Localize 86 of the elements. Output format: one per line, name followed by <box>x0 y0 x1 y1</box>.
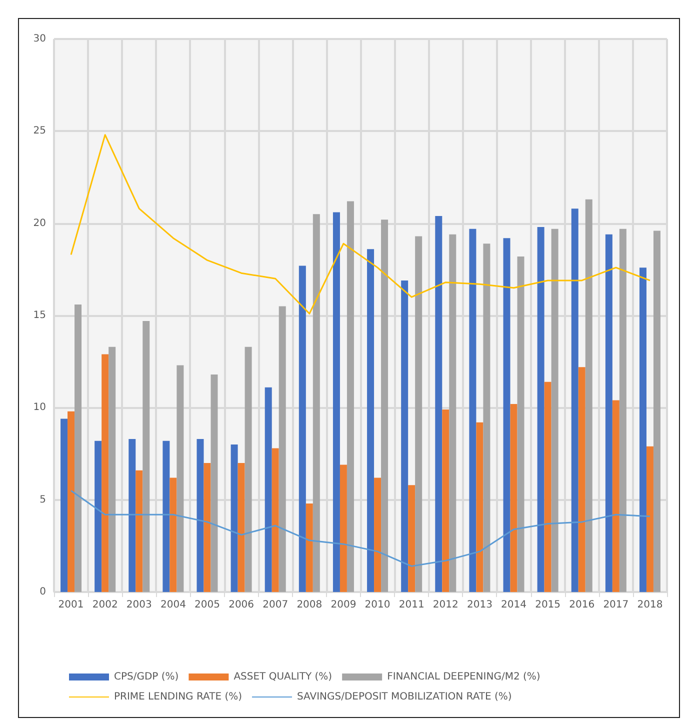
bar <box>136 470 143 592</box>
bar <box>469 228 476 592</box>
legend-label: PRIME LENDING RATE (%) <box>114 692 242 702</box>
x-tick-label: 2009 <box>330 600 356 610</box>
bar <box>102 354 109 592</box>
x-tick-label: 2011 <box>398 600 424 610</box>
x-tick-label: 2001 <box>58 600 84 610</box>
bar <box>264 387 272 592</box>
bar <box>544 382 552 592</box>
bar <box>449 234 456 592</box>
y-tick-label: 5 <box>40 494 46 506</box>
x-tick-label: 2002 <box>92 600 118 610</box>
bar <box>346 201 354 592</box>
bar <box>196 439 204 592</box>
bar <box>653 230 660 592</box>
bar <box>476 422 484 592</box>
bar <box>332 212 340 592</box>
bar <box>108 346 116 592</box>
bar <box>94 440 102 592</box>
bar <box>128 439 136 592</box>
bar <box>162 440 170 592</box>
bar <box>605 234 612 592</box>
bar <box>238 462 245 592</box>
bar <box>415 236 422 592</box>
bar <box>483 244 490 592</box>
y-tick-label: 15 <box>33 310 46 321</box>
x-tick-label: 2006 <box>228 600 254 610</box>
bar <box>298 266 306 592</box>
bar <box>272 448 279 592</box>
x-tick-label: 2014 <box>501 600 526 610</box>
x-tick-label: 2008 <box>296 600 322 610</box>
bar <box>442 410 450 592</box>
bar <box>510 404 518 592</box>
legend-label: SAVINGS/DEPOSIT MOBILIZATION RATE (%) <box>297 692 512 702</box>
x-tick-label: 2013 <box>466 600 492 610</box>
x-tick-label: 2012 <box>432 600 458 610</box>
bar <box>639 268 646 592</box>
legend-label: CPS/GDP (%) <box>114 672 179 682</box>
bar <box>170 478 177 592</box>
bar <box>68 411 75 592</box>
bar <box>381 220 388 592</box>
bar <box>619 228 626 592</box>
line-series <box>70 134 651 314</box>
bar <box>401 280 408 592</box>
legend-label: ASSET QUALITY (%) <box>234 672 332 682</box>
bar <box>408 485 416 592</box>
x-tick-label: 2005 <box>194 600 220 610</box>
bar <box>204 462 211 592</box>
bar <box>142 321 150 592</box>
bar <box>244 346 252 592</box>
bar <box>367 249 374 592</box>
y-tick-label: 25 <box>33 126 46 137</box>
x-tick-label: 2017 <box>603 600 629 610</box>
bar <box>578 367 586 592</box>
bar <box>571 208 578 592</box>
bar <box>517 256 524 592</box>
bar <box>176 365 184 592</box>
bar <box>60 418 68 592</box>
bar <box>646 446 654 592</box>
line-series <box>70 490 651 567</box>
y-tick-label: 10 <box>33 402 46 414</box>
bar <box>74 304 82 592</box>
bar <box>585 199 592 592</box>
bar <box>551 228 558 592</box>
bar <box>306 504 313 592</box>
y-tick-label: 20 <box>33 218 46 229</box>
bar <box>340 464 347 592</box>
x-tick-label: 2007 <box>262 600 288 610</box>
x-tick-label: 2004 <box>160 600 186 610</box>
bar <box>312 214 320 592</box>
y-tick-label: 0 <box>40 586 46 598</box>
x-tick-label: 2010 <box>364 600 390 610</box>
bar <box>612 400 620 592</box>
bar <box>278 306 286 592</box>
x-tick-label: 2003 <box>126 600 152 610</box>
x-tick-label: 2016 <box>569 600 595 610</box>
bar <box>374 478 382 592</box>
bar <box>435 216 442 592</box>
bar <box>230 444 238 592</box>
bar <box>210 374 218 592</box>
x-tick-label: 2018 <box>637 600 663 610</box>
legend-label: FINANCIAL DEEPENING/M2 (%) <box>387 672 540 682</box>
bar <box>503 238 510 592</box>
y-tick-label: 30 <box>33 34 46 44</box>
bar <box>537 227 544 592</box>
x-tick-label: 2015 <box>535 600 561 610</box>
